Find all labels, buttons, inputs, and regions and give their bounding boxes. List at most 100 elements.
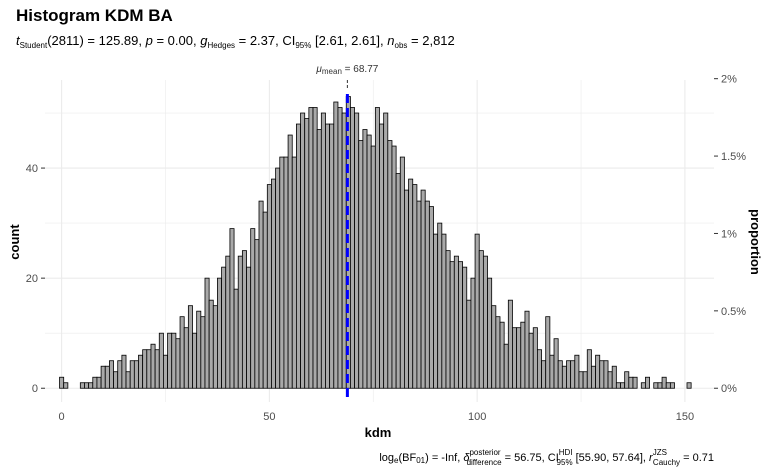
histogram-bar — [553, 338, 559, 389]
histogram-bar — [208, 299, 214, 389]
y-tick-label: 20 — [26, 273, 38, 285]
histogram-bar — [258, 200, 264, 389]
histogram-bar — [138, 354, 144, 389]
histogram-bar — [271, 178, 277, 389]
histogram-bar — [142, 349, 148, 389]
histogram-bar — [79, 382, 85, 389]
histogram-bar — [121, 354, 127, 389]
histogram-bar — [549, 354, 555, 389]
histogram-bar — [595, 354, 601, 389]
histogram-bar — [665, 382, 671, 389]
histogram-bar — [187, 305, 193, 389]
histogram-bar — [495, 316, 501, 389]
histogram-bar — [109, 360, 114, 389]
histogram-bar — [582, 371, 588, 389]
histogram-bar — [591, 365, 596, 389]
histogram-bar — [366, 134, 372, 389]
secondary-y-axis-label: proportion — [748, 209, 763, 275]
histogram-bar — [653, 382, 659, 389]
histogram-bar — [163, 354, 168, 389]
histogram-bar — [358, 140, 364, 389]
histogram-bar — [503, 343, 509, 389]
histogram-bar — [453, 255, 459, 389]
histogram-bar — [532, 327, 538, 389]
histogram-bar — [374, 107, 380, 389]
histogram-bar — [661, 376, 667, 389]
histogram-bar — [632, 376, 638, 389]
histogram-bar — [129, 360, 135, 389]
histogram-bar — [445, 250, 451, 389]
histogram-bar — [491, 305, 497, 389]
histogram-bar — [158, 332, 164, 389]
histogram-bar — [462, 266, 468, 389]
histogram-bar — [458, 261, 464, 389]
histogram-bar — [603, 360, 609, 389]
histogram-bar — [524, 310, 530, 389]
histogram-bar — [354, 112, 360, 389]
y-tick-label: 0 — [32, 383, 38, 395]
histogram-bar — [599, 360, 605, 389]
histogram-bar — [420, 189, 426, 389]
histogram-bar — [254, 239, 260, 389]
histogram-bar — [275, 167, 281, 389]
histogram-bar — [241, 250, 247, 389]
histogram-bar — [507, 299, 513, 389]
histogram-bar — [640, 382, 646, 389]
x-tick-label: 50 — [263, 411, 275, 423]
histogram-bar — [399, 156, 405, 389]
x-tick-label: 150 — [676, 411, 694, 423]
histogram-bar — [250, 228, 256, 389]
histogram-bar — [424, 200, 430, 389]
histogram-bar — [154, 349, 160, 389]
histogram-bar — [237, 255, 243, 389]
histogram-bar — [266, 184, 272, 389]
histogram-bar — [669, 382, 675, 389]
histogram-bar — [441, 233, 447, 389]
histogram-bar — [84, 382, 90, 389]
histogram-bar — [620, 382, 626, 389]
histogram-bar — [611, 365, 617, 389]
x-axis-ticks: 0 50 100 150 — [59, 411, 695, 423]
histogram-bar — [449, 261, 455, 389]
histogram-bar — [96, 376, 102, 389]
histogram-bar — [92, 376, 98, 389]
x-tick-label: 100 — [468, 411, 486, 423]
histogram-bar — [320, 112, 326, 389]
y-tick-label: 40 — [26, 163, 38, 175]
histogram-bar — [104, 365, 110, 389]
secondary-y-tick-label: 1% — [721, 228, 737, 240]
histogram-bar — [204, 277, 210, 389]
histogram-bar — [383, 112, 389, 389]
histogram-bar — [404, 189, 409, 389]
histogram-bar — [628, 376, 634, 389]
secondary-y-tick-label: 2% — [721, 74, 737, 86]
histogram-bar — [233, 288, 239, 389]
histogram-bars — [59, 96, 692, 389]
y-axis-ticks: 0 20 40 — [26, 163, 45, 395]
histogram-bar — [329, 123, 335, 389]
histogram-bar — [196, 310, 202, 389]
histogram-bar — [570, 360, 576, 389]
histogram-bar — [520, 321, 526, 389]
chart-title: Histogram KDM BA — [16, 6, 173, 25]
histogram-bar — [167, 332, 173, 389]
histogram-bar — [333, 101, 339, 389]
histogram-bar — [487, 277, 493, 389]
histogram-bar — [133, 360, 139, 389]
y-axis-label: count — [7, 224, 22, 260]
histogram-bar — [370, 145, 376, 389]
histogram-bar — [150, 343, 156, 389]
histogram-bar — [283, 156, 289, 389]
histogram-bar — [379, 123, 385, 389]
histogram-bar — [586, 349, 592, 389]
histogram-bar — [291, 156, 297, 389]
histogram-bar — [229, 228, 235, 389]
histogram-bar — [179, 316, 185, 389]
histogram-bar — [295, 123, 301, 389]
chart-caption: loge(BF01) = -Inf, δposterior difference … — [379, 448, 714, 467]
histogram-bar — [528, 332, 534, 389]
histogram-bar — [308, 107, 314, 389]
histogram-bar — [499, 321, 505, 389]
histogram-bar — [482, 255, 488, 389]
